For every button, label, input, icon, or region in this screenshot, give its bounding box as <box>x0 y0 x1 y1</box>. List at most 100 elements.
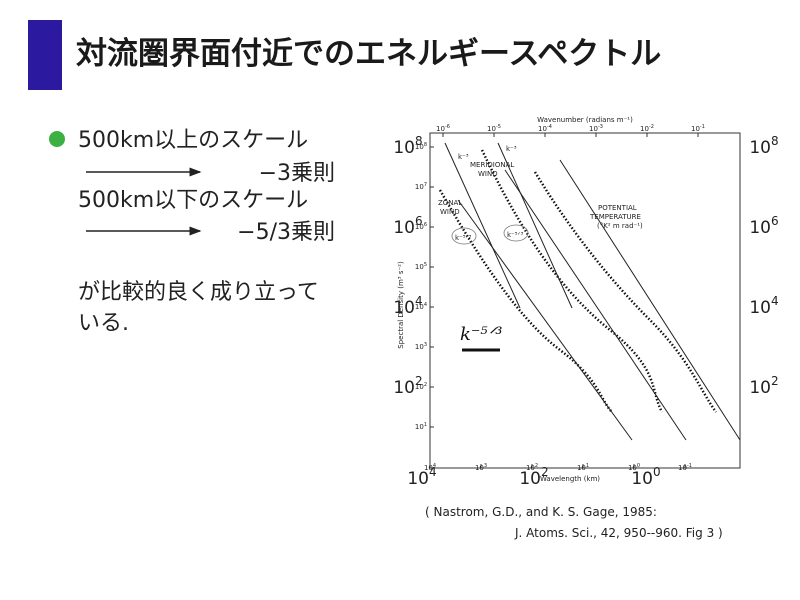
tick-base: 10 <box>415 263 424 271</box>
tick-base: 10 <box>577 464 586 472</box>
body-text: −5/3乗則 <box>237 220 335 245</box>
tick-label: 105 <box>415 262 427 271</box>
annotation: k⁻⁵ᐟ³ <box>455 234 472 242</box>
tick-exponent: 3 <box>424 342 427 348</box>
tick-label: 10-2 <box>640 124 654 133</box>
tick-label: 106 <box>415 222 427 231</box>
tick-base: 10 <box>415 423 424 431</box>
tick-label: 10-3 <box>589 124 603 133</box>
tick-exponent: 4 <box>424 302 427 308</box>
tick-label: 108 <box>415 142 427 151</box>
tick-label: 107 <box>415 182 427 191</box>
tick-exponent: 2 <box>415 374 423 388</box>
axis-title: Spectral Density (m³ s⁻²) <box>397 261 405 349</box>
tick-base: 10 <box>631 469 653 489</box>
tick-base: 10 <box>407 469 429 489</box>
tick-label: 100 <box>628 463 640 472</box>
tick-base: 10 <box>415 183 424 191</box>
tick-label: 103 <box>415 342 427 351</box>
tick-label: 10-1 <box>691 124 705 133</box>
tick-base: 10 <box>749 138 771 158</box>
tick-base: 10 <box>589 125 598 133</box>
tick-base: 10 <box>424 464 433 472</box>
tick-label: 108 <box>749 134 778 158</box>
body-text: −3乗則 <box>259 161 335 186</box>
tick-exponent: 4 <box>415 294 423 308</box>
tick-exponent: -4 <box>547 124 552 130</box>
tick-exponent: -1 <box>687 463 692 469</box>
tick-exponent: 6 <box>424 222 427 228</box>
body-text: が比較的良く成り立って <box>78 280 319 305</box>
tick-base: 10 <box>436 125 445 133</box>
tick-exponent: 3 <box>484 463 487 469</box>
tick-exponent: 6 <box>415 214 423 228</box>
tick-exponent: 4 <box>771 294 779 308</box>
annotation: TEMPERATURE <box>589 213 641 221</box>
tick-exponent: -2 <box>649 124 654 130</box>
circle-mark <box>503 224 529 242</box>
body-text: 500km以上のスケール <box>78 128 308 153</box>
tick-exponent: 2 <box>541 465 549 479</box>
circle-mark <box>451 227 477 245</box>
caption: J. Atoms. Sci., 42, 950--960. Fig 3 ) <box>514 526 723 540</box>
tick-base: 10 <box>393 378 415 398</box>
tick-base: 10 <box>393 218 415 238</box>
tick-exponent: -5 <box>496 124 501 130</box>
tick-base: 10 <box>393 138 415 158</box>
title-bar <box>28 20 62 90</box>
tick-base: 10 <box>538 125 547 133</box>
tick-exponent: -1 <box>700 124 705 130</box>
tick-label: 10-5 <box>487 124 501 133</box>
reference-line <box>497 142 573 309</box>
annotation: MERIDIONAL <box>470 161 514 169</box>
axis-title: Wavenumber (radians m⁻¹) <box>537 116 633 124</box>
reference-line <box>444 142 521 309</box>
reference-line <box>559 159 741 441</box>
tick-exponent: -3 <box>598 124 603 130</box>
annotation: WIND <box>478 170 498 178</box>
tick-label: 10-1 <box>678 463 692 472</box>
tick-base: 10 <box>628 464 637 472</box>
temperature-spectrum <box>533 171 718 413</box>
tick-label: 103 <box>475 463 487 472</box>
plot-frame <box>429 132 741 469</box>
annotation: WIND <box>440 208 460 216</box>
zonal-spectrum <box>438 189 613 413</box>
tick-label: 104 <box>424 463 436 472</box>
tick-exponent: -6 <box>445 124 450 130</box>
annotation: POTENTIAL <box>598 204 637 212</box>
tick-exponent: 0 <box>637 463 640 469</box>
tick-base: 10 <box>691 125 700 133</box>
tick-label: 101 <box>577 463 589 472</box>
annotation: (°K² m rad⁻¹) <box>597 222 643 230</box>
tick-label: 102 <box>526 463 538 472</box>
tick-exponent: 4 <box>433 463 436 469</box>
tick-base: 10 <box>475 464 484 472</box>
tick-base: 10 <box>749 298 771 318</box>
meridional-spectrum <box>480 149 664 413</box>
tick-exponent: 1 <box>586 463 589 469</box>
tick-label: 100 <box>631 465 660 489</box>
handwritten-label: k⁻⁵ᐟ³ <box>460 324 502 345</box>
tick-base: 10 <box>415 223 424 231</box>
tick-exponent: 7 <box>424 182 427 188</box>
tick-label: 102 <box>393 374 422 398</box>
figure: Wavenumber (radians m⁻¹) Wavelength (km)… <box>397 116 741 483</box>
tick-base: 10 <box>640 125 649 133</box>
body-text: いる. <box>78 311 129 336</box>
tick-label: 106 <box>393 214 422 238</box>
body-text: 500km以下のスケール <box>78 188 308 213</box>
tick-label: 104 <box>393 294 422 318</box>
tick-exponent: 8 <box>424 142 427 148</box>
tick-exponent: 6 <box>771 214 779 228</box>
tick-label: 102 <box>519 465 548 489</box>
tick-base: 10 <box>749 218 771 238</box>
tick-exponent: 8 <box>771 134 779 148</box>
annotation: ZONAL <box>438 199 462 207</box>
reference-line <box>504 169 687 441</box>
annotation: k⁻⁵ᐟ³ <box>507 231 524 239</box>
caption: ( Nastrom, G.D., and K. S. Gage, 1985: <box>425 505 657 519</box>
tick-base: 10 <box>393 298 415 318</box>
tick-base: 10 <box>487 125 496 133</box>
